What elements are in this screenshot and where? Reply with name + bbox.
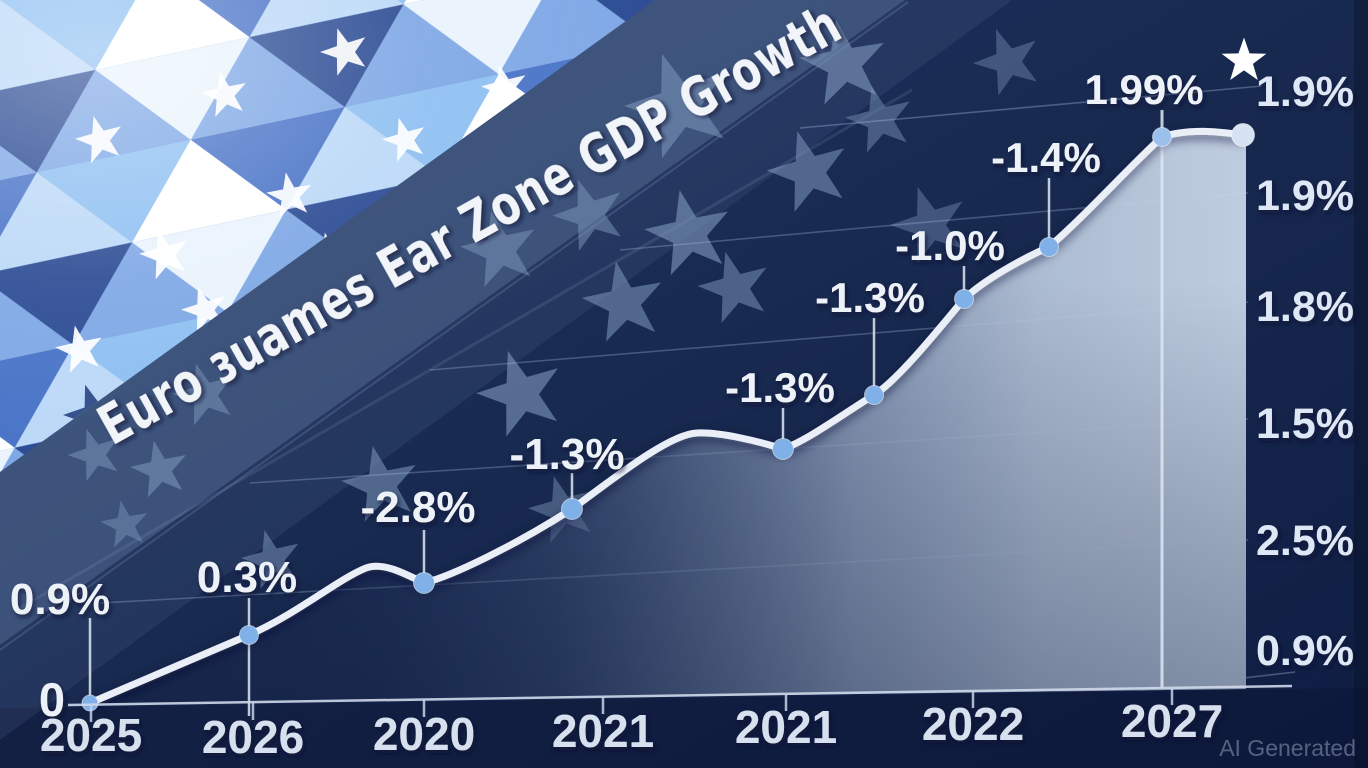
y-right-label: 1.9% bbox=[1256, 68, 1354, 116]
data-points bbox=[81, 123, 1255, 712]
point-label: -1.3% bbox=[510, 430, 625, 479]
x-label: 2021 bbox=[735, 701, 837, 753]
data-point bbox=[239, 625, 259, 645]
point-label: -1.3% bbox=[725, 364, 835, 411]
x-label: 2021 bbox=[552, 705, 654, 757]
y-right-label: 2.5% bbox=[1256, 517, 1354, 565]
data-point-end bbox=[1231, 123, 1255, 147]
data-point bbox=[954, 289, 974, 309]
y-right-label: 1.5% bbox=[1256, 400, 1354, 448]
point-label: -1.4% bbox=[991, 134, 1101, 181]
y-left-label: 0.9% bbox=[10, 575, 110, 624]
data-point bbox=[772, 438, 794, 460]
x-label: 2020 bbox=[373, 708, 475, 760]
x-axis bbox=[67, 684, 1293, 722]
data-point bbox=[1152, 127, 1172, 147]
x-label: 2022 bbox=[922, 698, 1024, 750]
right-edge-strip bbox=[1354, 0, 1368, 768]
point-labels: 0.9% 0 0.3% -2.8% -1.3% -1.3% -1.3% -1.0… bbox=[10, 66, 1204, 726]
data-point bbox=[413, 572, 435, 594]
x-label: 2025 bbox=[40, 709, 142, 761]
y-axis-right: 1.9% 1.9% 1.8% 1.5% 2.5% 0.9% bbox=[1256, 68, 1354, 675]
below-axis-shade bbox=[0, 688, 1368, 768]
point-label: 1.99% bbox=[1084, 66, 1203, 113]
x-axis-labels: 2025 2026 2020 2021 2021 2022 2027 bbox=[40, 695, 1223, 763]
data-point bbox=[1039, 237, 1059, 257]
x-axis-line bbox=[67, 684, 1293, 707]
x-label: 2026 bbox=[202, 711, 304, 763]
data-point bbox=[561, 498, 583, 520]
y-right-label: 1.9% bbox=[1256, 172, 1354, 220]
y-right-label: 1.8% bbox=[1256, 283, 1354, 331]
leader-lines bbox=[88, 110, 1164, 716]
area-fill bbox=[90, 131, 1246, 705]
data-point bbox=[864, 385, 884, 405]
point-label: -1.3% bbox=[815, 274, 925, 321]
x-label: 2027 bbox=[1121, 695, 1223, 747]
point-label: 0.3% bbox=[197, 553, 297, 602]
ai-generated-watermark: AI Generated bbox=[1219, 735, 1356, 761]
point-label: -2.8% bbox=[361, 483, 476, 532]
point-label: 0 bbox=[39, 673, 65, 726]
point-label: -1.0% bbox=[895, 222, 1005, 269]
y-right-label: 0.9% bbox=[1256, 627, 1354, 675]
x-axis-ticks bbox=[89, 688, 1174, 722]
